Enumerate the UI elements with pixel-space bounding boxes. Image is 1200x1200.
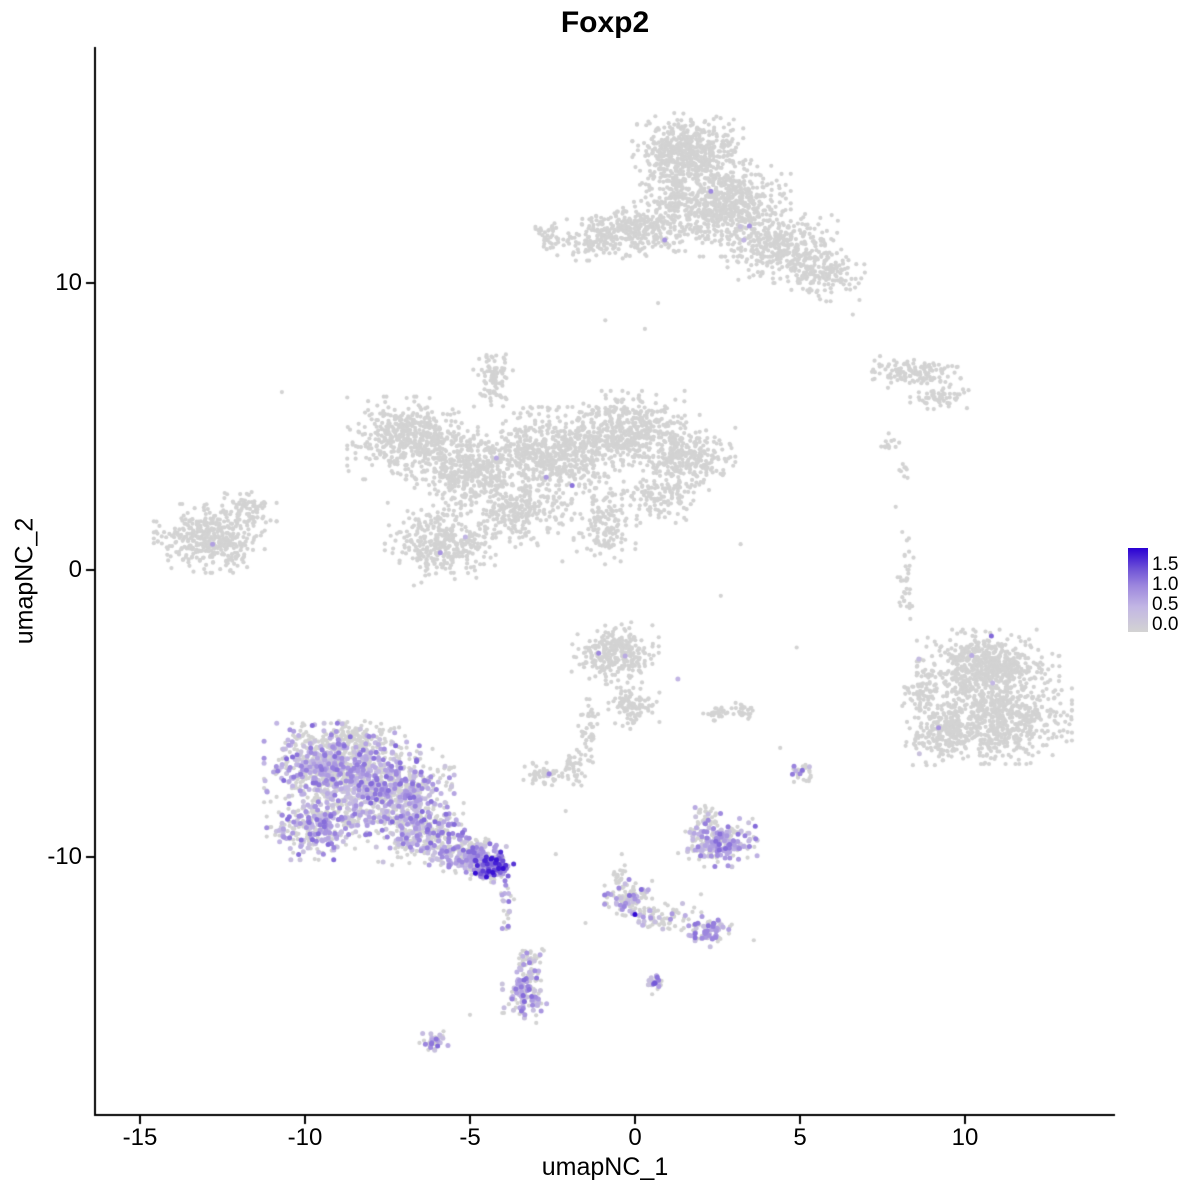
legend-tick-label: 0.5 xyxy=(1152,594,1179,615)
plot-title: Foxp2 xyxy=(560,6,650,39)
y-tick-label: 0 xyxy=(68,556,82,583)
x-tick-label: 5 xyxy=(793,1124,807,1151)
x-tick-label: -15 xyxy=(122,1124,158,1151)
legend-tick-label: 1.5 xyxy=(1152,554,1179,575)
x-tick-label: 0 xyxy=(628,1124,642,1151)
x-tick-label: -10 xyxy=(287,1124,323,1151)
legend-tick-label: 1.0 xyxy=(1152,574,1179,595)
x-tick-label: -5 xyxy=(459,1124,481,1151)
expression-colorbar xyxy=(1128,548,1148,632)
legend-tick-label: 0.0 xyxy=(1152,614,1179,635)
x-tick-label: 10 xyxy=(951,1124,979,1151)
x-axis-label: umapNC_1 xyxy=(541,1153,669,1181)
y-tick-label: 10 xyxy=(55,269,82,296)
y-tick-label: -10 xyxy=(47,843,82,870)
